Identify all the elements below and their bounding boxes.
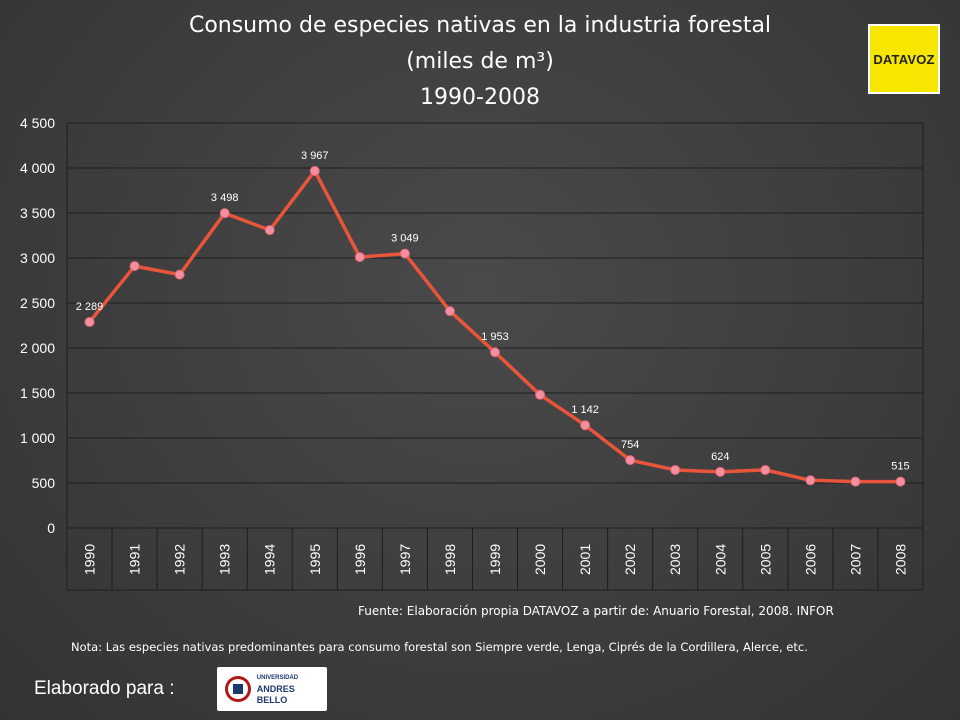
data-point [760,464,771,475]
y-tick-label: 2 500 [20,295,55,311]
data-point [174,269,185,280]
y-tick-label: 4 500 [20,115,55,131]
data-point [84,316,95,327]
x-tick-label: 2005 [757,544,773,575]
data-label: 624 [711,451,729,463]
x-tick-label: 1993 [217,544,233,575]
unab-seal-icon [225,676,251,702]
y-tick-label: 1 000 [20,430,55,446]
x-tick-label: 1994 [262,544,278,575]
x-tick-label: 2007 [847,544,863,575]
y-tick-label: 4 000 [20,160,55,176]
x-tick-label: 1991 [127,544,143,575]
data-point [535,389,546,400]
x-tick-label: 1997 [397,544,413,575]
data-point [850,476,861,487]
data-point [354,252,365,263]
unab-logo-line2: ANDRES BELLO [256,683,295,705]
unab-logo: UNIVERSIDAD ANDRES BELLO [217,667,327,711]
data-label: 3 049 [391,233,419,245]
chart-title-line2: (miles de m³) [406,49,554,74]
data-label: 3 498 [211,192,239,204]
data-label: 1 142 [571,404,599,416]
line-chart: 0 500 1 000 1 500 2 000 2 500 3 000 3 500 4 000 4… [20,115,924,591]
x-tick-label: 2002 [622,544,638,575]
data-label: 515 [891,461,909,473]
data-point [715,466,726,477]
data-point [264,225,275,236]
x-tick-label: 1998 [442,544,458,575]
chart-title-line3: 1990-2008 [420,85,540,110]
data-point [625,455,636,466]
data-point [399,248,410,259]
source-note: Fuente: Elaboración propia DATAVOZ a par… [358,604,834,618]
x-tick-label: 2008 [892,544,908,575]
data-point [805,475,816,486]
unab-logo-line1: UNIVERSIDAD [256,674,299,681]
data-point [490,347,500,358]
data-point [444,306,455,317]
chart-title-line1: Consumo de especies nativas en la indust… [188,13,772,38]
x-tick-label: 1992 [172,544,188,575]
datavoz-logo-text: DATAVOZ [873,51,935,67]
y-tick-label: 0 [47,520,55,536]
data-label: 3 967 [301,150,329,162]
data-point [580,420,591,431]
datavoz-logo: DATAVOZ [868,24,940,94]
x-tick-label: 2001 [577,544,593,575]
data-point [895,476,906,487]
x-tick-label: 1999 [487,544,503,575]
data-point [670,464,681,475]
y-tick-label: 1 500 [20,385,55,401]
data-point [309,165,320,176]
x-tick-label: 2006 [802,544,818,575]
data-label: 754 [621,439,639,451]
x-tick-label: 1995 [307,544,323,575]
y-tick-label: 2 000 [20,340,55,356]
made-for-label: Elaborado para : [34,678,175,699]
x-tick-label: 2000 [532,544,548,575]
x-tick-label: 1990 [82,544,98,575]
x-tick-label: 2004 [712,544,728,575]
data-label: 1 953 [481,331,509,343]
data-point [129,261,140,272]
y-tick-label: 3 000 [20,250,55,266]
data-point [219,208,230,219]
y-tick-label: 3 500 [20,205,55,221]
species-note: Nota: Las especies nativas predominantes… [71,640,808,654]
data-label: 2 289 [76,301,104,313]
y-tick-label: 500 [32,475,56,491]
series-line [88,169,901,484]
x-tick-label: 2003 [667,544,683,575]
x-tick-label: 1996 [352,544,368,575]
